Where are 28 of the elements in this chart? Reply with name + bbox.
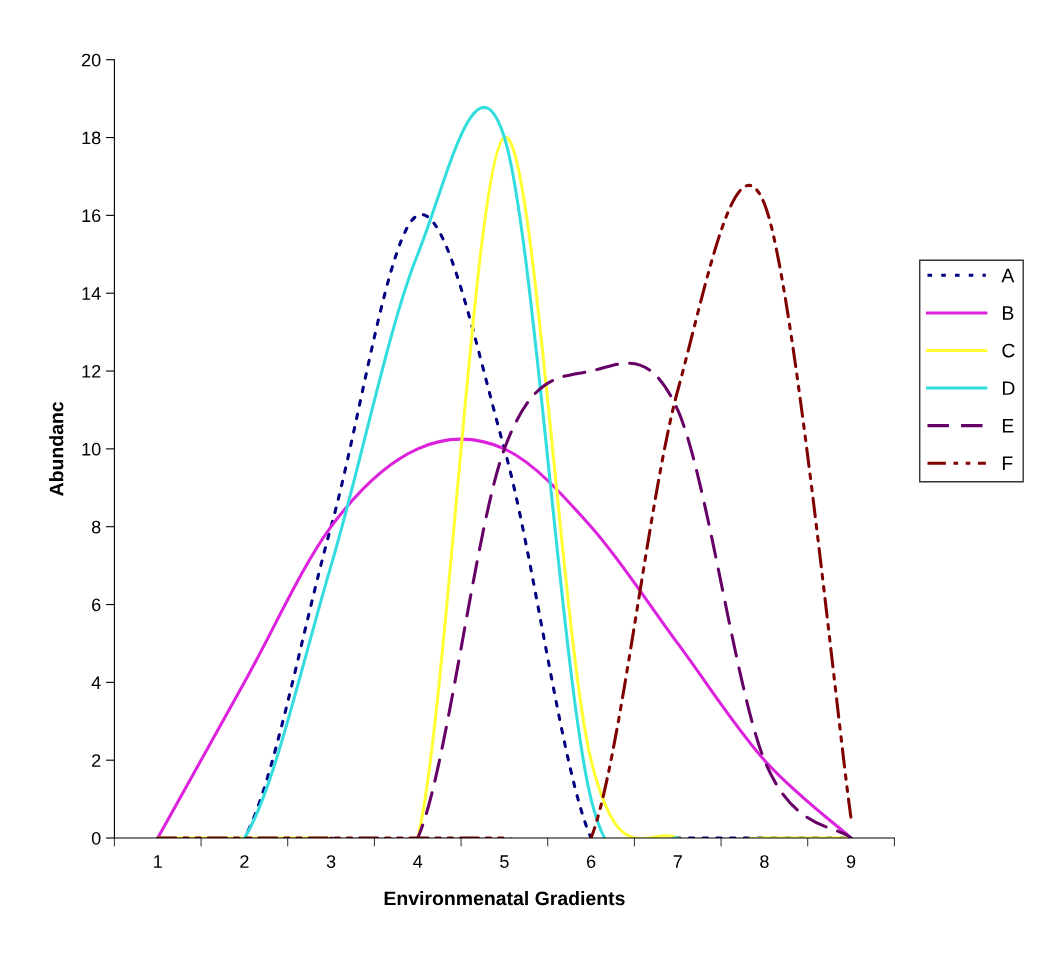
legend-label: E xyxy=(1002,419,1014,433)
x-tick-label: 1 xyxy=(154,855,162,868)
y-tick-label: 4 xyxy=(91,676,101,689)
legend-label: B xyxy=(1002,306,1014,320)
legend-label: C xyxy=(1002,343,1015,358)
y-tick-label: 14 xyxy=(82,287,101,300)
x-tick-label: 7 xyxy=(673,855,682,868)
y-tick-label: 0 xyxy=(91,831,101,845)
x-tick-label: 4 xyxy=(413,855,423,868)
y-tick-label: 16 xyxy=(82,209,101,223)
x-tick-label: 6 xyxy=(586,855,596,868)
y-tick-label: 20 xyxy=(82,53,101,67)
legend-label: A xyxy=(1001,268,1015,283)
x-tick-label: 9 xyxy=(846,855,856,868)
x-tick-label: 2 xyxy=(240,855,249,868)
y-tick-label: 18 xyxy=(82,131,101,145)
x-tick-label: 5 xyxy=(500,855,509,868)
legend-label: D xyxy=(1002,381,1015,395)
y-tick-label: 2 xyxy=(92,754,101,767)
y-tick-label: 10 xyxy=(82,442,101,456)
y-tick-label: 6 xyxy=(92,598,101,612)
y-axis-title: Abundanc xyxy=(49,401,64,496)
x-tick-label: 8 xyxy=(760,855,769,868)
y-tick-label: 12 xyxy=(82,364,101,378)
legend-label: F xyxy=(1002,456,1013,470)
x-axis-title: Environmenatal Gradients xyxy=(384,890,625,906)
y-tick-label: 8 xyxy=(91,520,101,534)
x-tick-label: 3 xyxy=(326,855,336,868)
